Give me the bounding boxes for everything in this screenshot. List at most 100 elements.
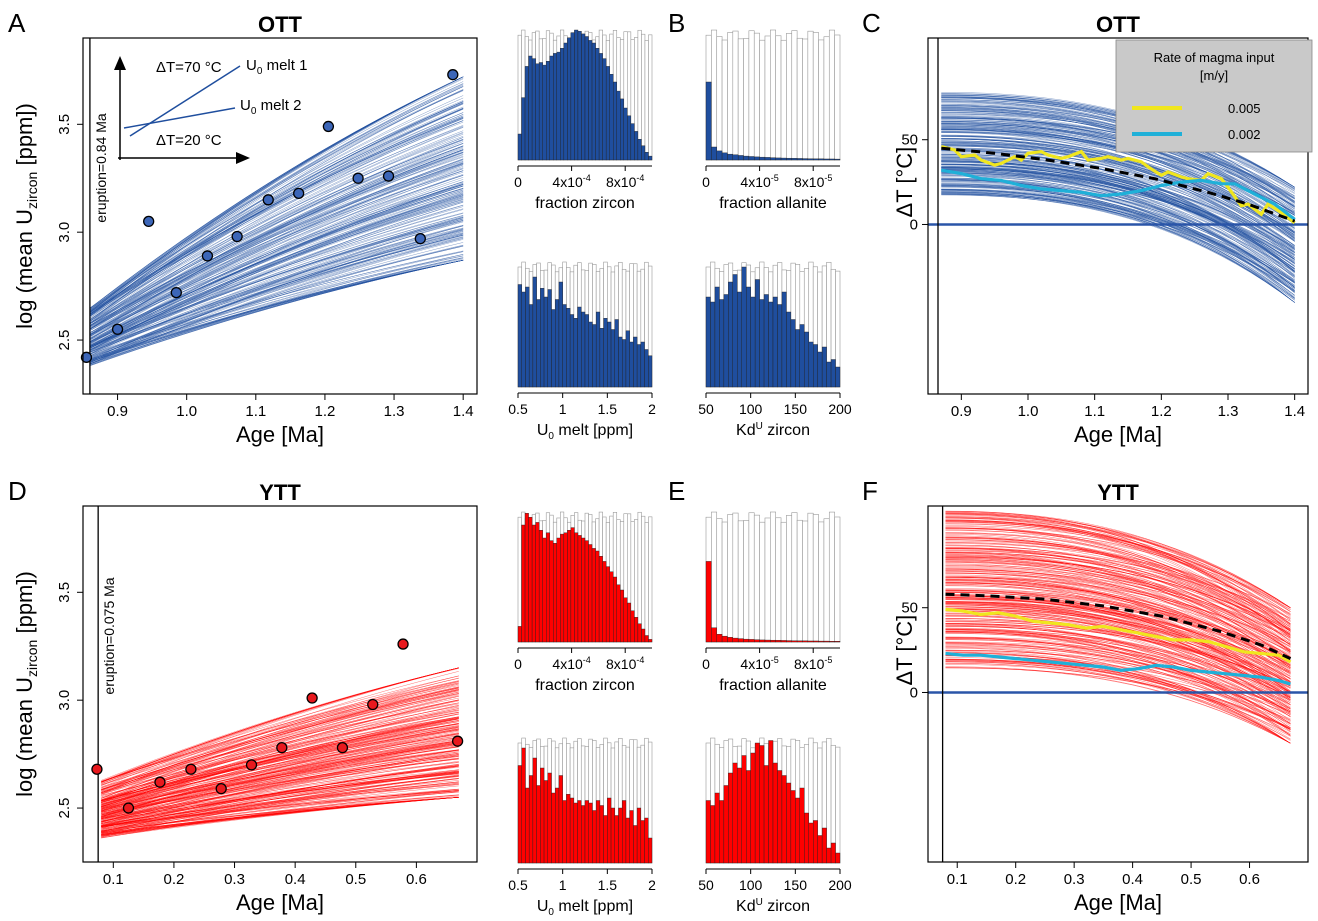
panel-d: eruption=0.075 Ma 0.1 0.2 0.3 0.4 0.5 0.6 2.5 3.… (12, 480, 478, 915)
histogram-bar (613, 576, 617, 643)
band-curve (89, 182, 464, 352)
histogram-bar (748, 639, 755, 643)
data-point (367, 698, 379, 711)
histogram-bar (818, 158, 825, 161)
panel-letter-b: B (668, 8, 685, 38)
band-curve (101, 790, 459, 827)
band-curve (945, 527, 1291, 638)
panel-c-y-tick-label: 0 (910, 216, 918, 233)
envelope-bar (802, 38, 809, 161)
y-axis-label: ΔT [°C] (892, 147, 917, 218)
histogram-bar (591, 548, 596, 643)
histogram-bar (531, 524, 536, 643)
band-curve (89, 101, 464, 310)
histogram-bar (567, 530, 572, 643)
histogram-bar (790, 790, 796, 864)
band-curve (945, 589, 1291, 666)
histogram-bar (551, 792, 556, 864)
x-tick-label: 150 (784, 401, 808, 417)
legend-label: 0.002 (1228, 127, 1261, 142)
band-curve (101, 736, 459, 810)
histogram-bar (754, 742, 760, 864)
envelope-bar (743, 38, 750, 161)
histogram-bar (603, 318, 608, 388)
band-curve (945, 521, 1291, 626)
histogram-bar (823, 640, 830, 643)
histogram-bar (648, 355, 653, 388)
band-curve (89, 232, 464, 353)
envelope-bar (727, 32, 734, 161)
envelope-bar (753, 514, 760, 643)
histogram-bar (618, 807, 623, 864)
histogram-bar (644, 817, 649, 864)
band-curve (941, 175, 1295, 282)
histogram-bar (570, 32, 575, 161)
envelope-bar (812, 32, 819, 161)
band-curve (89, 108, 464, 320)
band-curve (945, 522, 1291, 613)
histogram-bar (540, 288, 545, 388)
envelope-bar (786, 33, 793, 161)
x-tick-label: 100 (739, 401, 763, 417)
histogram-bar (567, 37, 572, 161)
x-tick-label: 0 (702, 656, 710, 672)
hist-a-hist-u0-melt: 0.5 1 1.5 2 U0 melt [ppm] (508, 261, 656, 442)
x-axis-label: fraction zircon (535, 677, 635, 694)
band-curve (945, 633, 1291, 709)
legend-label: 0.005 (1228, 101, 1261, 116)
band-curve (89, 162, 464, 329)
envelope-bar (796, 37, 803, 161)
band-curve (941, 184, 1295, 291)
band-curve (945, 628, 1291, 732)
y-axis-label: log (mean Uzircon [ppm]) (12, 571, 40, 797)
histogram-bar (546, 532, 550, 643)
histogram-bar (772, 296, 778, 388)
band-curve (89, 107, 464, 318)
band-curve (89, 224, 464, 353)
band-curve (89, 83, 464, 313)
histogram-bar (648, 155, 653, 161)
histogram-bar (786, 311, 792, 388)
histogram-bar (759, 299, 765, 388)
x-tick-label: 200 (828, 877, 852, 893)
panel-c-x-tick-label: 1.2 (1151, 403, 1172, 420)
envelope-bar (818, 39, 825, 161)
band-curve (89, 225, 464, 365)
band-curve (945, 609, 1291, 699)
histogram-bar (817, 351, 823, 388)
data-point (306, 692, 318, 704)
envelope-bar (834, 516, 841, 643)
data-point (414, 233, 426, 245)
histogram-bar (569, 797, 575, 864)
histogram-bar (754, 639, 760, 643)
histogram-bar (781, 291, 787, 388)
x-tick-label: 50 (698, 401, 714, 417)
band-curve (89, 120, 464, 313)
band-curve (945, 642, 1291, 724)
histogram-bar (614, 815, 619, 864)
panel-d-x-tick-label: 0.2 (163, 871, 184, 888)
band-curve (945, 576, 1291, 676)
band-curve (89, 150, 464, 336)
envelope-bar (721, 39, 728, 161)
histogram-bar (835, 366, 841, 388)
inset-label-melt1: U0 melt 1 (246, 57, 307, 77)
band-curve (89, 221, 464, 355)
envelope-bar (517, 516, 522, 643)
histogram-bar (834, 641, 841, 643)
histogram-bar (710, 301, 716, 388)
histogram-bar (595, 311, 601, 388)
panel-d-x-tick-label: 0.3 (224, 871, 245, 888)
data-point (91, 763, 103, 775)
histogram-bar (609, 571, 614, 643)
envelope-bar (644, 40, 649, 161)
histogram-bar (602, 561, 607, 643)
histogram-bar (807, 158, 814, 161)
band-curve (945, 532, 1291, 637)
histogram-bar (821, 827, 827, 864)
band-curve (101, 735, 459, 804)
histogram-bar (741, 266, 747, 388)
histogram-bar (562, 800, 567, 864)
histogram-bar (759, 639, 766, 643)
envelope-bar (732, 512, 739, 643)
